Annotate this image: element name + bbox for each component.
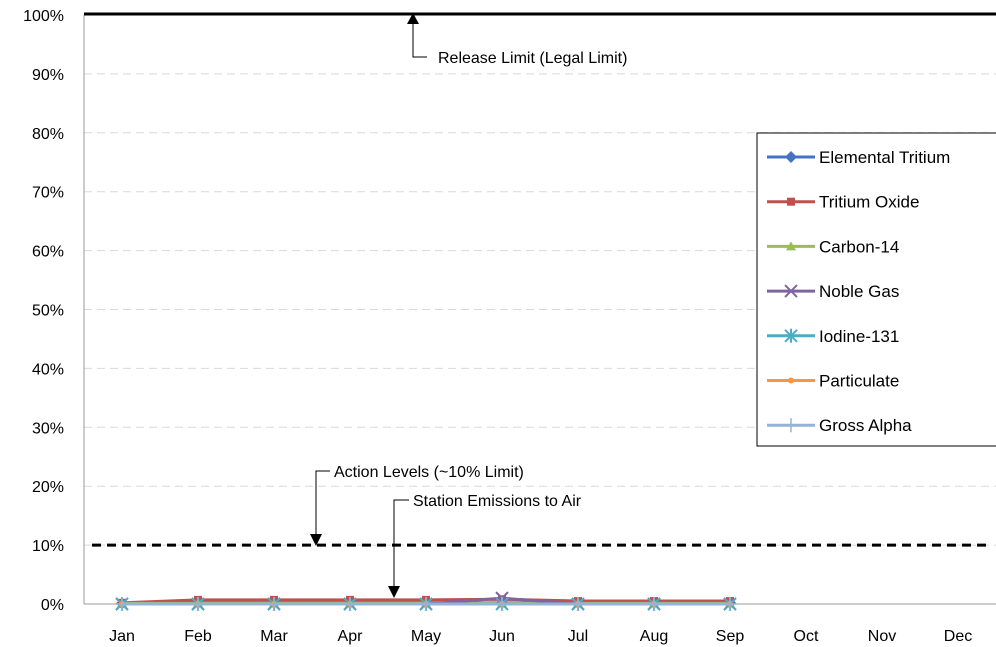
y-tick-label: 30% [32,420,64,437]
data-point-gross-alpha [647,597,661,611]
action-levels-annotation: Action Levels (~10% Limit) [310,464,524,546]
series-group [115,591,737,611]
legend-box [756,132,996,447]
x-tick-label: May [411,628,441,645]
y-tick-label: 0% [41,597,64,614]
y-tick-label: 100% [23,8,64,25]
data-point-gross-alpha [419,597,433,611]
y-tick-label: 60% [32,244,64,261]
legend-item-particulate: Particulate [767,372,899,391]
x-tick-labels: Jan Feb Mar Apr May Jun Jul Aug Sep Oct Nov Dec [109,628,972,645]
x-tick-label: Sep [716,628,745,645]
release-limit-annotation: Release Limit (Legal Limit) [407,13,627,67]
data-point-gross-alpha [723,597,737,611]
reference-lines [84,12,996,547]
series-gross-alpha [115,597,737,611]
legend-label: Tritium Oxide [819,193,919,212]
legend: Elemental Tritium Tritium Oxide Carbon-14 N… [756,132,996,447]
legend-label: Gross Alpha [819,416,912,435]
data-point-gross-alpha [495,597,509,611]
legend-marker [784,328,798,343]
x-tick-label: Aug [640,628,668,645]
y-tick-label: 80% [32,126,64,143]
x-tick-label: Nov [868,628,896,645]
legend-label: Iodine-131 [819,327,899,346]
legend-label: Particulate [819,372,899,391]
legend-items: Elemental Tritium Tritium Oxide Carbon-14 N… [767,148,950,435]
legend-marker [784,284,798,298]
x-tick-label: Apr [338,628,364,645]
data-point-gross-alpha [343,597,357,611]
legend-item-iodine-131: Iodine-131 [767,327,899,346]
y-tick-labels: 0% 10% 20% 30% 40% 50% 60% 70% 80% 90% 100% [23,8,64,614]
station-emissions-annotation: Station Emissions to Air [388,493,582,598]
y-tick-label: 70% [32,185,64,202]
y-tick-label: 50% [32,303,64,320]
y-tick-label: 10% [32,538,64,555]
x-tick-label: Mar [260,628,288,645]
x-tick-label: Jul [568,628,588,645]
legend-item-noble-gas: Noble Gas [767,282,899,301]
x-tick-label: Jan [109,628,135,645]
action-levels-label: Action Levels (~10% Limit) [334,464,524,481]
legend-label: Noble Gas [819,282,899,301]
legend-marker [786,241,796,251]
legend-item-gross-alpha: Gross Alpha [767,416,912,435]
legend-label: Elemental Tritium [819,148,950,167]
y-tick-label: 90% [32,67,64,84]
x-tick-label: Feb [184,628,212,645]
y-tick-label: 40% [32,361,64,378]
release-limit-label: Release Limit (Legal Limit) [438,50,627,67]
data-point-gross-alpha [191,597,205,611]
data-point-gross-alpha [571,597,585,611]
x-tick-label: Dec [944,628,972,645]
legend-item-elemental-tritium: Elemental Tritium [767,148,950,167]
data-point-gross-alpha [115,597,129,611]
y-tick-label: 20% [32,479,64,496]
x-tick-label: Oct [794,628,819,645]
legend-marker [784,418,798,433]
station-emissions-label: Station Emissions to Air [413,493,582,510]
legend-marker [785,151,797,163]
x-tick-label: Jun [489,628,515,645]
legend-marker [787,197,795,206]
data-point-gross-alpha [267,597,281,611]
legend-marker [788,377,794,384]
legend-item-carbon-14: Carbon-14 [767,237,899,256]
legend-item-tritium-oxide: Tritium Oxide [767,193,919,212]
legend-label: Carbon-14 [819,237,899,256]
